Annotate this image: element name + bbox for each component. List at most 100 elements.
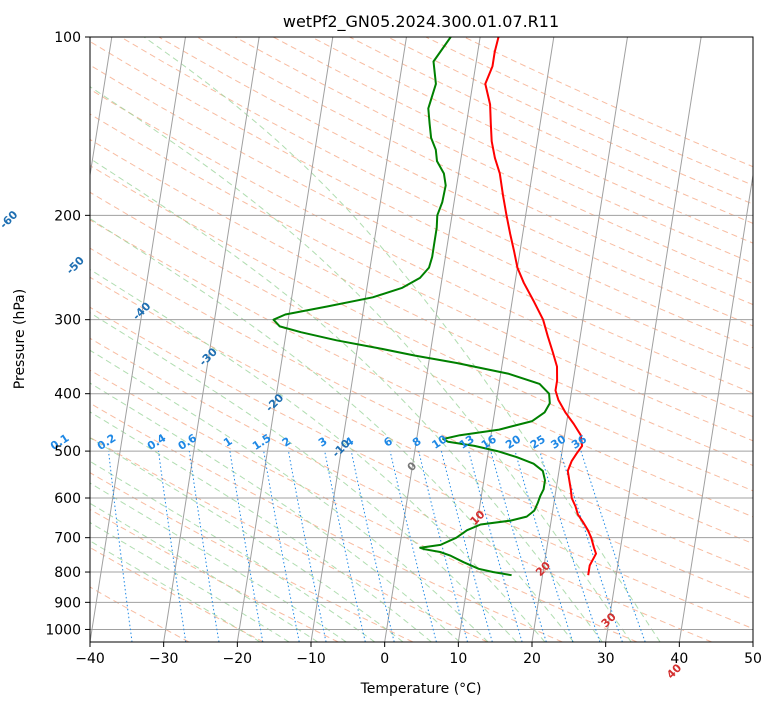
moist-adiabat [143, 37, 661, 642]
dry-adiabat [90, 276, 753, 601]
dry-adiabat [90, 164, 753, 492]
x-tick-label: 40 [670, 651, 688, 667]
dry-adiabat [349, 37, 753, 224]
dry-adiabat [90, 436, 488, 642]
dry-adiabat [90, 219, 753, 545]
dry-adiabat [90, 546, 264, 642]
y-tick-label: 900 [54, 595, 81, 611]
mixing-ratio-label: 30 [548, 432, 568, 451]
y-tick-label: 700 [54, 531, 81, 547]
moist-adiabat [90, 540, 261, 642]
mixing-ratio-label: 25 [528, 433, 548, 452]
mixing-ratio-line [188, 451, 220, 642]
mixing-ratio-line [514, 450, 574, 642]
isotherm-line [236, 37, 334, 642]
mixing-ratio-label: 16 [479, 432, 499, 451]
dry-adiabat [90, 586, 190, 642]
isotherm-label: -50 [64, 254, 87, 277]
dry-adiabat [90, 508, 339, 642]
dewpoint-profile [272, 37, 551, 577]
isotherm-line [531, 37, 628, 642]
isotherm-label: 20 [533, 559, 553, 579]
mixing-ratio-label: 8 [410, 435, 424, 450]
moist-adiabat [90, 349, 489, 642]
isotherm-line [310, 37, 407, 642]
y-tick-label: 100 [54, 30, 81, 46]
moist-adiabat [90, 521, 290, 642]
x-tick-label: −10 [296, 651, 326, 667]
mixing-ratio-line [324, 451, 366, 642]
mixing-ratio-label: 6 [381, 434, 395, 449]
moist-adiabat [90, 157, 603, 642]
x-tick-label: 10 [449, 651, 467, 667]
mixing-ratio-line [418, 450, 468, 642]
moist-adiabat [90, 437, 404, 642]
mixing-ratio-label: 20 [503, 432, 523, 451]
isotherm-line [457, 37, 555, 642]
mixing-ratio-line [158, 451, 187, 642]
y-tick-label: 400 [54, 387, 81, 403]
isotherm-line [163, 37, 260, 642]
mixing-ratio-line [490, 450, 547, 642]
y-tick-label: 200 [54, 208, 81, 224]
sounding-profiles [272, 37, 597, 577]
x-tick-label: 20 [523, 651, 541, 667]
x-axis-label: Temperature (°C) [360, 681, 482, 697]
dry-adiabat [120, 37, 753, 349]
isotherm-line [752, 638, 753, 642]
mixing-ratio-line [440, 450, 493, 642]
y-tick-label: 1000 [45, 622, 81, 638]
dry-adiabat [90, 472, 414, 642]
y-tick-label: 600 [54, 491, 81, 507]
dry-adiabat [90, 64, 753, 394]
mixing-ratio-label: 0.2 [95, 431, 118, 453]
x-tick-label: −20 [223, 651, 253, 667]
y-tick-label: 800 [54, 565, 81, 581]
moist-adiabat [90, 460, 376, 642]
mixing-ratio-line [229, 451, 264, 642]
isotherm-label: -20 [263, 391, 286, 414]
y-axis-label: Pressure (hPa) [12, 289, 28, 389]
mixing-ratio-line [108, 451, 133, 642]
moist-adiabat [90, 268, 546, 642]
dry-adiabat [90, 402, 563, 642]
x-tick-label: −40 [75, 651, 105, 667]
dry-adiabat [90, 306, 753, 630]
dry-adiabat [90, 40, 753, 371]
temperature-profile [484, 37, 597, 576]
mixing-ratio-label: 0.6 [176, 431, 200, 453]
x-tick-label: 0 [380, 651, 389, 667]
dry-adiabat [387, 37, 753, 205]
moist-adiabat [90, 482, 347, 642]
mixing-ratio-line [350, 451, 395, 642]
isoline-labels: 0.10.20.40.611.52346810131620253036-100-… [0, 208, 684, 681]
mixing-ratio-line [288, 451, 327, 642]
moist-adiabat [90, 382, 461, 642]
mixing-ratio-line [539, 450, 601, 642]
isotherm-label: 0 [405, 459, 420, 474]
background-lines [90, 37, 753, 642]
y-tick-label: 500 [54, 444, 81, 460]
dry-adiabat [90, 337, 712, 642]
mixing-ratio-line [580, 450, 646, 642]
dry-adiabat [90, 191, 753, 518]
mixing-ratio-label: 0.4 [145, 431, 169, 453]
dry-adiabat [90, 113, 753, 442]
axis-ticks: −40 −30 −20 −10 0 10 20 30 40 5010020030040050060… [45, 30, 762, 667]
plot-frame [89, 36, 754, 643]
isotherm-line [678, 171, 753, 642]
isotherm-label: -60 [0, 208, 21, 231]
mixing-ratio-label: 1 [221, 435, 235, 450]
x-tick-label: 30 [597, 651, 615, 667]
dry-adiabat [90, 369, 638, 642]
dry-adiabat [90, 247, 753, 572]
isotherm-label: -30 [197, 345, 220, 368]
x-tick-label: 50 [744, 651, 762, 667]
mixing-ratio-label: 10 [430, 432, 450, 451]
mixing-ratio-line [389, 450, 437, 642]
dry-adiabat [90, 88, 753, 418]
moist-adiabat [90, 86, 632, 642]
chart-title: wetPf2_GN05.2024.300.01.07.R11 [283, 12, 559, 32]
isotherm-line [90, 37, 186, 642]
dry-adiabat [311, 37, 753, 244]
